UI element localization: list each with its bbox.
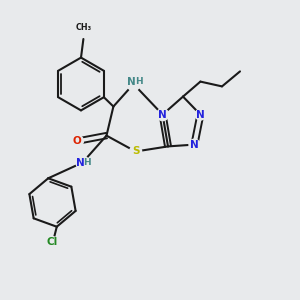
Circle shape [46,237,59,250]
Text: N: N [127,76,136,87]
Text: O: O [72,136,81,146]
Text: H: H [135,77,143,86]
Text: Cl: Cl [46,237,58,247]
Text: H: H [83,158,91,167]
Text: N: N [76,158,85,168]
Circle shape [195,109,206,120]
Text: N: N [190,140,199,150]
Circle shape [189,139,200,150]
Text: N: N [196,110,205,120]
Circle shape [157,109,169,121]
Circle shape [130,146,142,158]
Text: CH₃: CH₃ [76,23,92,32]
Text: S: S [132,146,139,157]
Text: N: N [158,110,167,120]
Circle shape [73,136,83,146]
Circle shape [127,77,140,91]
Circle shape [76,156,89,169]
